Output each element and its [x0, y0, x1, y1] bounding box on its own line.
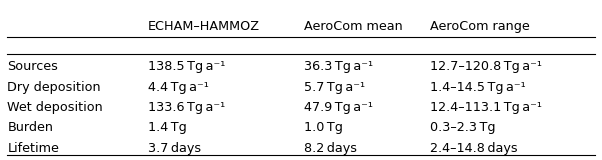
Text: 12.4–113.1 Tg a⁻¹: 12.4–113.1 Tg a⁻¹ — [430, 101, 542, 114]
Text: 0.3–2.3 Tg: 0.3–2.3 Tg — [430, 121, 495, 134]
Text: 1.4–14.5 Tg a⁻¹: 1.4–14.5 Tg a⁻¹ — [430, 81, 526, 94]
Text: 5.7 Tg a⁻¹: 5.7 Tg a⁻¹ — [304, 81, 365, 94]
Text: Burden: Burden — [7, 121, 54, 134]
Text: 2.4–14.8 days: 2.4–14.8 days — [430, 142, 518, 155]
Text: 1.0 Tg: 1.0 Tg — [304, 121, 343, 134]
Text: 1.4 Tg: 1.4 Tg — [148, 121, 187, 134]
Text: Lifetime: Lifetime — [7, 142, 59, 155]
Text: 12.7–120.8 Tg a⁻¹: 12.7–120.8 Tg a⁻¹ — [430, 60, 542, 73]
Text: Sources: Sources — [7, 60, 58, 73]
Text: AeroCom mean: AeroCom mean — [304, 20, 403, 33]
Text: AeroCom range: AeroCom range — [430, 20, 530, 33]
Text: 3.7 days: 3.7 days — [148, 142, 201, 155]
Text: 8.2 days: 8.2 days — [304, 142, 357, 155]
Text: Wet deposition: Wet deposition — [7, 101, 103, 114]
Text: ECHAM–HAMMOZ: ECHAM–HAMMOZ — [148, 20, 260, 33]
Text: 47.9 Tg a⁻¹: 47.9 Tg a⁻¹ — [304, 101, 373, 114]
Text: 4.4 Tg a⁻¹: 4.4 Tg a⁻¹ — [148, 81, 209, 94]
Text: Dry deposition: Dry deposition — [7, 81, 101, 94]
Text: 138.5 Tg a⁻¹: 138.5 Tg a⁻¹ — [148, 60, 226, 73]
Text: 133.6 Tg a⁻¹: 133.6 Tg a⁻¹ — [148, 101, 225, 114]
Text: 36.3 Tg a⁻¹: 36.3 Tg a⁻¹ — [304, 60, 373, 73]
